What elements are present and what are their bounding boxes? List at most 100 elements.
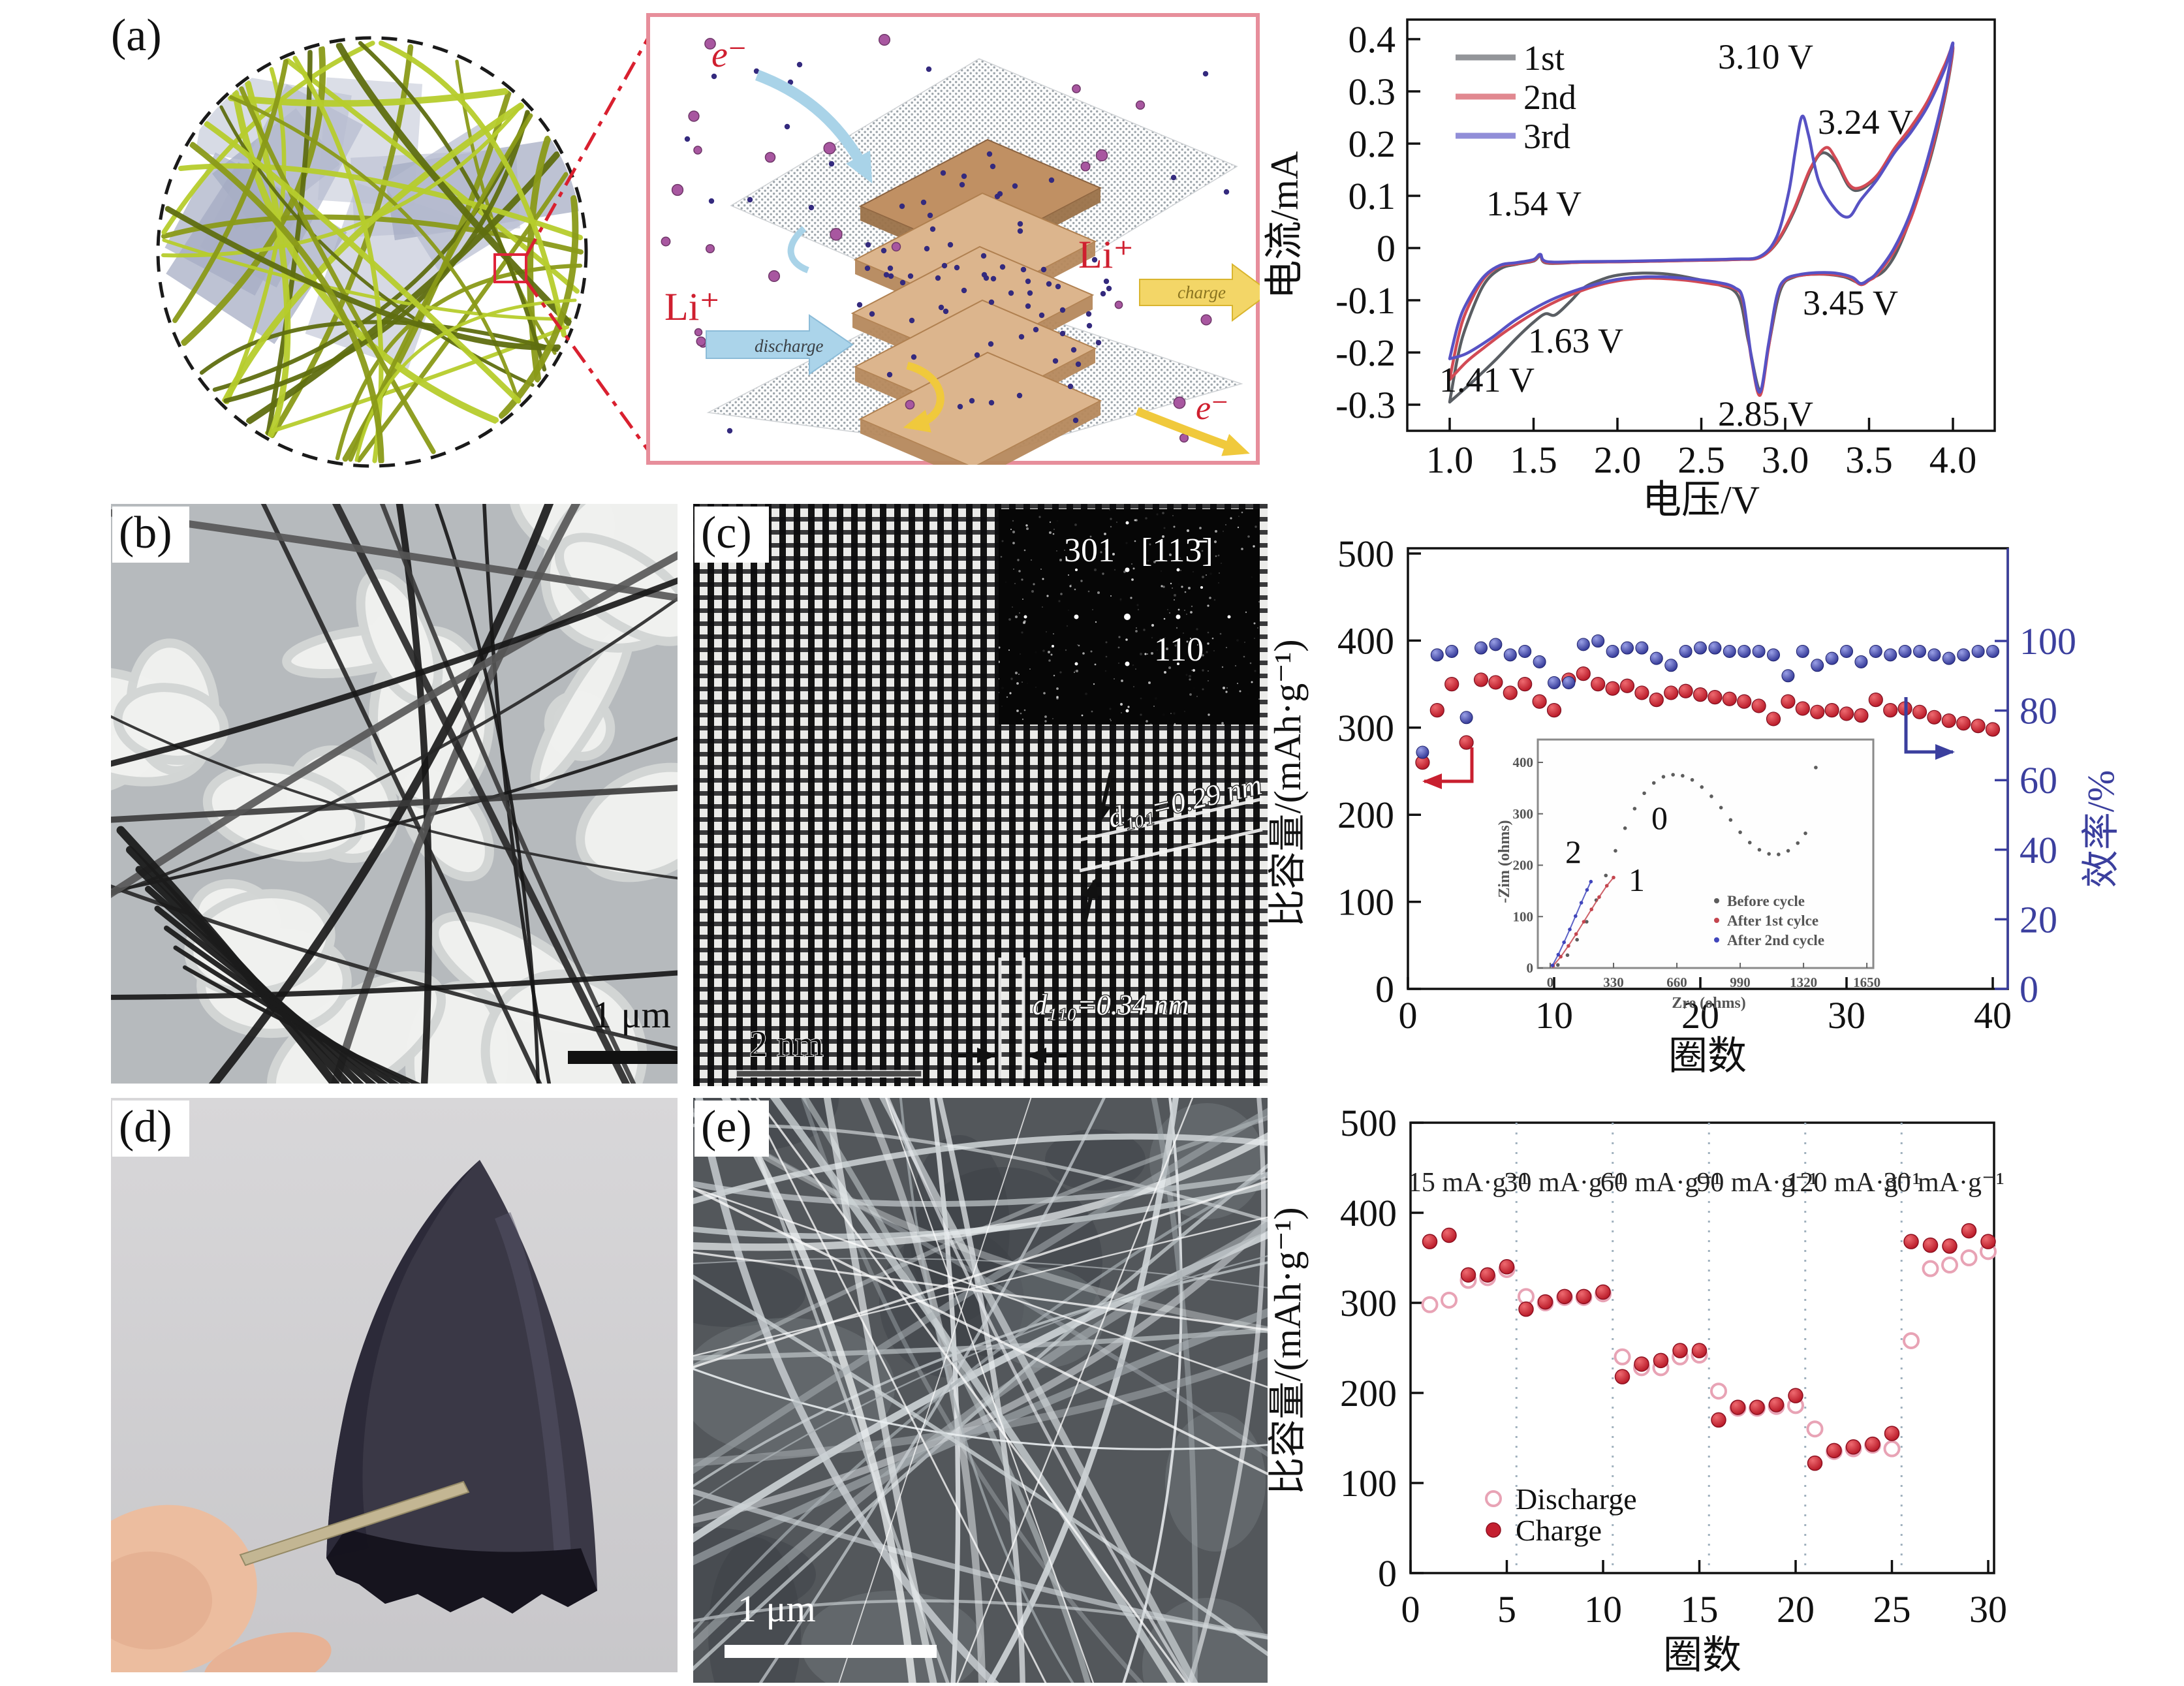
membrane-highlight <box>494 1212 571 1555</box>
svg-text:1.0: 1.0 <box>1426 439 1474 481</box>
legend-2nd: 2nd <box>1523 78 1576 117</box>
svg-text:3.5: 3.5 <box>1845 439 1893 481</box>
nyquist-x-axis-title: Zre (ohms) <box>1672 995 1746 1012</box>
panel-label-c: (c) <box>694 507 769 563</box>
d101-arrow-down <box>1095 772 1113 824</box>
panel-e-sem-image: 1 μm <box>693 1098 1268 1683</box>
efficiency-y-axis-title: 效率/% <box>2080 770 2122 888</box>
panel-d-photo <box>111 1098 678 1672</box>
cycling-y-axis-title: 比容量/(mAh·g⁻¹) <box>1266 639 1309 927</box>
nyquist-legend-after1: After 1st cylce <box>1727 913 1818 929</box>
zoom-region-box <box>493 253 527 283</box>
hrtem-scalebar <box>736 1070 922 1078</box>
panel-label-b: (b) <box>112 507 189 563</box>
cv-chart: 1.0 1.5 2.0 2.5 3.0 3.5 4.0 0.4 0.3 0.2 0.1 0 -0.1 -0… <box>1263 18 1996 522</box>
fft-plane-110: 110 <box>1154 631 1204 668</box>
svg-text:300: 300 <box>1337 707 1394 749</box>
discharge-label: discharge <box>755 336 823 356</box>
d101-arrow-up <box>1083 879 1099 924</box>
cv-plot-frame <box>1406 18 1996 432</box>
svg-text:1320: 1320 <box>1790 975 1817 990</box>
lithium-label-left: Li⁺ <box>664 285 720 328</box>
svg-text:-0.3: -0.3 <box>1335 384 1396 426</box>
electron-label-top: e⁻ <box>711 35 747 75</box>
charge-arrow <box>1139 263 1260 322</box>
electron-label-bottom: e⁻ <box>1196 390 1229 427</box>
fft-inset: 301 [113̄] 110 <box>997 509 1260 726</box>
nyquist-data-points <box>1550 766 1818 968</box>
svg-text:200: 200 <box>1337 794 1394 836</box>
svg-text:300: 300 <box>1513 806 1534 822</box>
tem-nanowires <box>111 504 678 1084</box>
electron-in-arrow <box>755 70 873 184</box>
svg-text:2.0: 2.0 <box>1594 439 1642 481</box>
cycling-x-axis-title: 圈数 <box>1668 1035 1747 1078</box>
svg-text:660: 660 <box>1666 975 1687 990</box>
svg-text:30: 30 <box>1969 1588 2007 1631</box>
connector-line-top <box>524 37 650 257</box>
svg-text:120 mA·g⁻¹: 120 mA·g⁻¹ <box>1786 1168 1920 1198</box>
svg-text:0: 0 <box>1527 960 1534 976</box>
sem-scalebar-label: 1 μm <box>738 1587 816 1630</box>
svg-text:40: 40 <box>2020 829 2057 871</box>
zoom-connectors <box>493 37 650 452</box>
svg-text:30 mA·g⁻¹: 30 mA·g⁻¹ <box>1884 1168 2005 1198</box>
membrane-torn-edge <box>326 1529 597 1614</box>
svg-text:2.5: 2.5 <box>1677 439 1725 481</box>
hrtem-annotations: d₁₀₁=0.29 nm d₁₁₀=0.34 nm 2 nm <box>736 768 1266 1078</box>
svg-text:60 mA·g⁻¹: 60 mA·g⁻¹ <box>1600 1168 1721 1198</box>
svg-text:80: 80 <box>2020 690 2057 732</box>
svg-text:90 mA·g⁻¹: 90 mA·g⁻¹ <box>1696 1168 1817 1198</box>
tem-nanowire-bundle <box>116 826 421 1084</box>
annotation-3p24V: 3.24 V <box>1818 102 1913 142</box>
legend-3rd: 3rd <box>1523 117 1570 156</box>
svg-text:990: 990 <box>1730 975 1751 990</box>
nanowire-network-fibers <box>161 40 584 463</box>
cv-axis-ticks: 1.0 1.5 2.0 2.5 3.0 3.5 4.0 0.4 0.3 0.2 0.1 0 -0.1 -0… <box>1335 18 1976 481</box>
nyquist-y-axis-title: -Zim (ohms) <box>1496 820 1513 903</box>
svg-text:500: 500 <box>1337 533 1394 575</box>
panel-label-d: (d) <box>112 1101 189 1157</box>
connector-line-bottom <box>524 279 650 452</box>
svg-text:20: 20 <box>1777 1588 1815 1631</box>
curve-label-0: 0 <box>1651 800 1668 836</box>
capacity-axis-arrow <box>1422 747 1474 789</box>
svg-text:10: 10 <box>1535 994 1573 1037</box>
sem-scalebar <box>725 1645 937 1658</box>
svg-text:200: 200 <box>1340 1372 1397 1414</box>
panel-c-hrtem-image: 301 [113̄] 110 d₁₀₁=0.29 nm d₁₁₀=0.34 nm… <box>693 504 1268 1086</box>
annotation-1p41V: 1.41 V <box>1439 360 1535 399</box>
electron-hook-arrow <box>903 362 944 433</box>
svg-text:0: 0 <box>1399 994 1418 1037</box>
nyquist-legend-before: Before cycle <box>1727 893 1805 909</box>
thumb-shading <box>111 1552 212 1649</box>
panel-label-e: (e) <box>694 1101 769 1157</box>
svg-text:100: 100 <box>1337 881 1394 924</box>
cv-peak-annotations: 3.10 V 3.24 V 1.54 V 1.63 V 1.41 V 2.85 … <box>1439 37 1913 433</box>
tem-scalebar <box>568 1051 678 1064</box>
discharge-marker <box>1485 1490 1502 1507</box>
svg-text:30: 30 <box>1828 994 1865 1037</box>
svg-text:0: 0 <box>1547 975 1554 990</box>
hrtem-scalebar-label: 2 nm <box>749 1024 824 1065</box>
electron-curl-arrow <box>787 226 809 273</box>
nyquist-axis-ticks: 0 330 660 990 1320 1650 0 100 200 300 400 <box>1513 755 1881 990</box>
svg-text:100: 100 <box>1513 909 1534 924</box>
panel-label-a: (a) <box>111 10 162 61</box>
tweezers <box>239 1480 470 1567</box>
annotation-1p63V: 1.63 V <box>1528 321 1623 360</box>
tem-scalebar-label: 1 μm <box>593 993 671 1036</box>
svg-text:400: 400 <box>1513 755 1534 770</box>
svg-text:0.1: 0.1 <box>1349 175 1396 217</box>
svg-text:0.4: 0.4 <box>1349 18 1396 61</box>
panel-b-tem-image: 1 μm <box>111 504 678 1084</box>
annotation-3p10V: 3.10 V <box>1718 37 1813 76</box>
svg-text:0: 0 <box>1375 968 1394 1010</box>
annotation-3p45V: 3.45 V <box>1803 283 1898 322</box>
annotation-1p54V: 1.54 V <box>1486 184 1582 223</box>
fft-plane-301: 301 <box>1064 532 1115 569</box>
discharge-arrow <box>706 314 854 375</box>
rate-segment-separators <box>1515 1123 1903 1573</box>
